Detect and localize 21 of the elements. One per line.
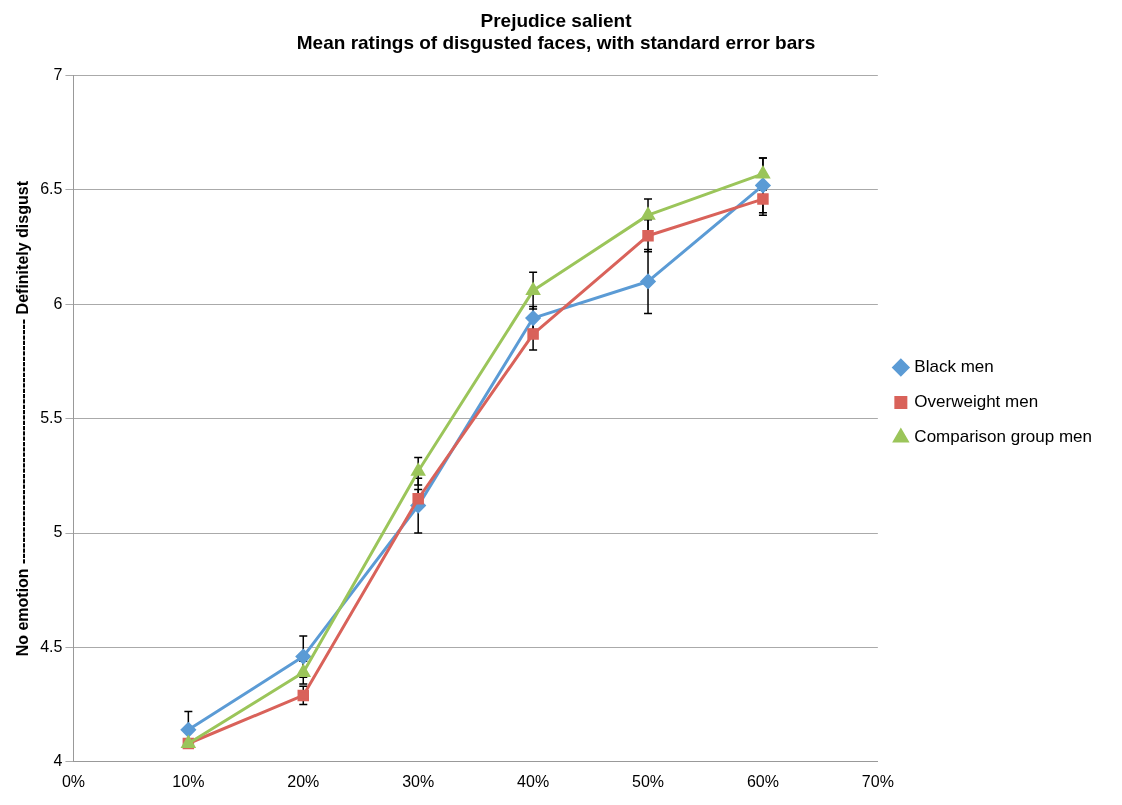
y-tick-label: 4.5	[40, 637, 63, 655]
legend-label: Black men	[914, 357, 994, 377]
text: Prejudice salient	[480, 9, 632, 31]
y-tick-label: 4	[53, 752, 63, 770]
y-tick-label: 6.5	[40, 180, 63, 198]
x-tick-label: 30%	[402, 772, 435, 790]
y-tick-label: 5.5	[40, 409, 63, 427]
legend-label: Comparison group men	[914, 427, 1093, 447]
x-tick-label: 0%	[61, 772, 85, 790]
x-tick-label: 60%	[746, 772, 779, 790]
y-tick-label: 5	[53, 523, 63, 541]
text: Mean ratings of disgusted faces, with standard error bars	[296, 32, 816, 54]
x-tick-label: 10%	[172, 772, 205, 790]
x-tick-label: 70%	[861, 772, 894, 790]
x-tick-label: 20%	[287, 772, 320, 790]
x-tick-label: 40%	[517, 772, 550, 790]
legend-label: Overweight men	[914, 392, 1039, 412]
y-tick-label: 6	[53, 294, 63, 312]
y-tick-label: 7	[53, 66, 63, 84]
x-tick-label: 50%	[632, 772, 665, 790]
y-axis-title: No emotion ---------------------------------------------- Definitely disgust	[14, 180, 32, 657]
